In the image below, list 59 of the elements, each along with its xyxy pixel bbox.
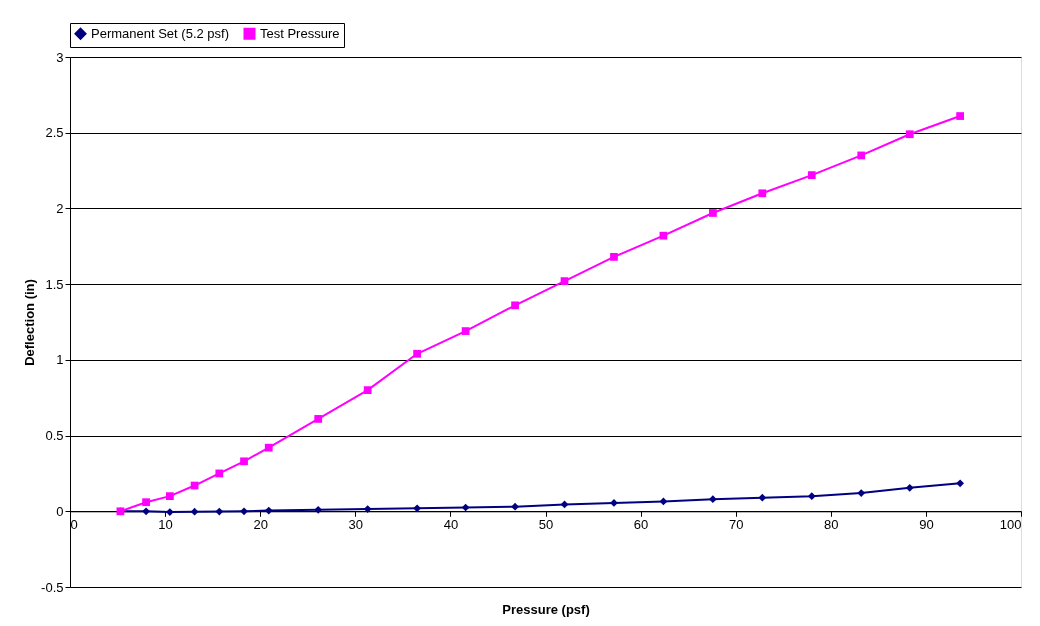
- point: [709, 209, 717, 217]
- point: [142, 507, 150, 516]
- point: [560, 277, 569, 285]
- point: [413, 504, 421, 513]
- x-tick-label: 20: [253, 516, 268, 532]
- x-axis-title: Pressure (psf): [502, 601, 590, 617]
- x-tick-label: 60: [633, 516, 649, 532]
- point: [659, 497, 668, 506]
- y-tick-label: -0.5: [41, 579, 64, 595]
- point: [165, 492, 174, 501]
- x-tick-label: 40: [443, 516, 459, 532]
- point: [807, 171, 816, 179]
- x-tick-label: 90: [919, 516, 934, 532]
- x-tick-label: 70: [728, 516, 744, 532]
- y-tick-label: 3: [56, 49, 64, 65]
- point: [190, 507, 199, 516]
- point: [413, 349, 421, 358]
- x-tick-label: 80: [824, 516, 839, 532]
- point: [314, 505, 323, 514]
- point: [142, 498, 150, 507]
- x-tick-label: 0: [70, 516, 78, 532]
- x-tick-label: 30: [348, 516, 364, 532]
- point: [264, 443, 273, 452]
- point: [905, 130, 914, 139]
- point: [215, 507, 224, 516]
- y-tick-label: 1: [56, 352, 64, 368]
- point: [461, 327, 470, 335]
- point: [264, 506, 273, 515]
- point: [857, 489, 866, 497]
- point: [363, 386, 372, 395]
- point: [610, 253, 618, 261]
- y-tick-label: 2: [56, 200, 64, 216]
- point: [709, 495, 717, 504]
- point: [956, 479, 965, 488]
- x-tick-label: 50: [538, 516, 554, 532]
- point: [511, 502, 519, 511]
- point: [758, 493, 767, 502]
- point: [240, 507, 248, 516]
- legend-label: Test Pressure: [260, 25, 340, 41]
- point: [240, 457, 248, 466]
- point: [956, 112, 965, 120]
- point: [659, 231, 668, 240]
- point: [807, 492, 816, 501]
- y-tick-label: 0: [56, 503, 64, 519]
- x-tick-label: 100: [999, 516, 1022, 532]
- point: [314, 415, 323, 423]
- y-axis-title: Deflection (in): [22, 279, 38, 366]
- point: [215, 469, 224, 478]
- y-tick-label: 1.5: [45, 276, 64, 292]
- point: [905, 483, 914, 492]
- point: [758, 189, 767, 198]
- y-tick-label: 2.5: [45, 125, 64, 141]
- point: [363, 505, 372, 513]
- point: [857, 151, 866, 160]
- point: [511, 301, 519, 310]
- x-tick-label: 10: [158, 516, 173, 532]
- point: [165, 508, 174, 516]
- y-tick-label: 0.5: [45, 428, 64, 444]
- legend-label: Permanent Set (5.2 psf): [91, 25, 230, 41]
